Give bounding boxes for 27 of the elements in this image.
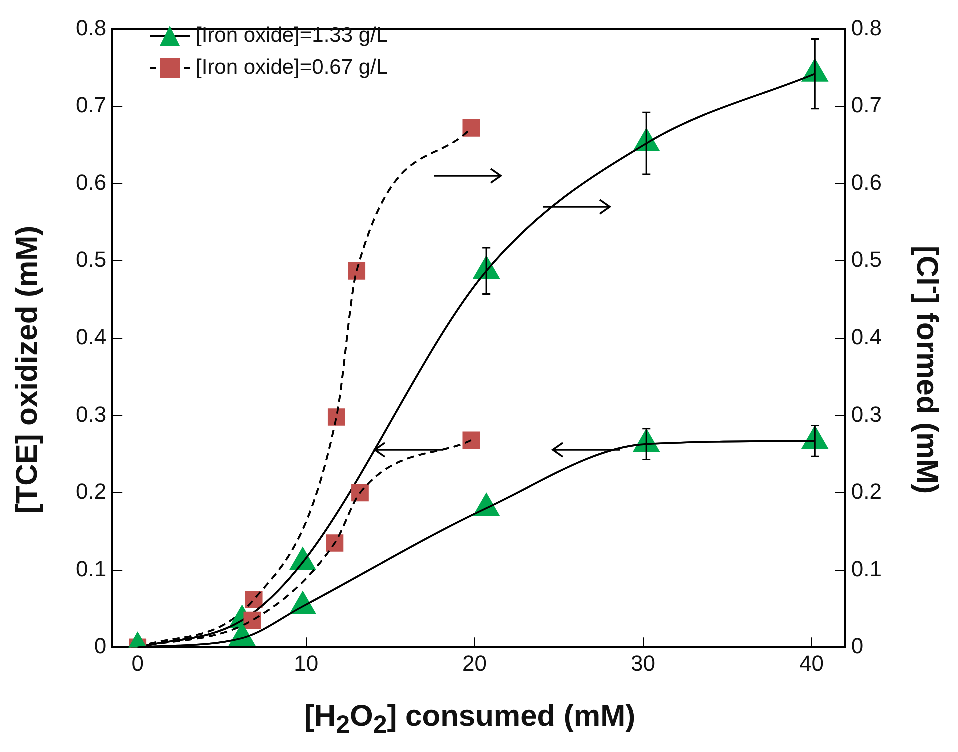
y-tick-label: 0.5 [76,247,107,272]
y-tick-label: 0.1 [76,556,107,582]
x-axis-title: [H$_{2}$O$_{2}$] consumed (mM) [304,700,636,740]
y-tick-label: 0.4 [76,324,107,350]
y-tick-label: 0.2 [76,479,107,504]
x-tick-label: 10 [294,650,319,676]
y2-tick-label: 0.5 [851,247,882,272]
y-tick-label: 0.7 [76,92,107,118]
y2-tick-label: 0.1 [851,556,882,582]
x-tick-label: 30 [631,650,656,676]
legend-label: [Iron oxide]=1.33 g/L [196,24,388,48]
y2-tick-label: 0.3 [851,402,882,427]
y2-tick-label: 0.7 [851,92,882,118]
y-tick-label: 0.8 [76,15,107,40]
y2-tick-label: 0 [851,634,864,659]
x-tick-label: 0 [132,650,144,676]
y-axis-title: [TCE] oxidized (mM) [11,226,45,514]
y-tick-label: 0.6 [76,170,107,195]
y2-tick-label: 0.4 [851,324,882,350]
y2-tick-label: 0.8 [851,15,882,40]
x-tick-label: 40 [799,650,824,676]
legend-label: [Iron oxide]=0.67 g/L [196,56,388,80]
y2-tick-label: 0.6 [851,170,882,195]
y2-tick-label: 0.2 [851,479,882,504]
x-tick-label: 20 [462,650,488,676]
y-tick-label: 0 [94,634,107,659]
y-tick-label: 0.3 [76,402,107,427]
